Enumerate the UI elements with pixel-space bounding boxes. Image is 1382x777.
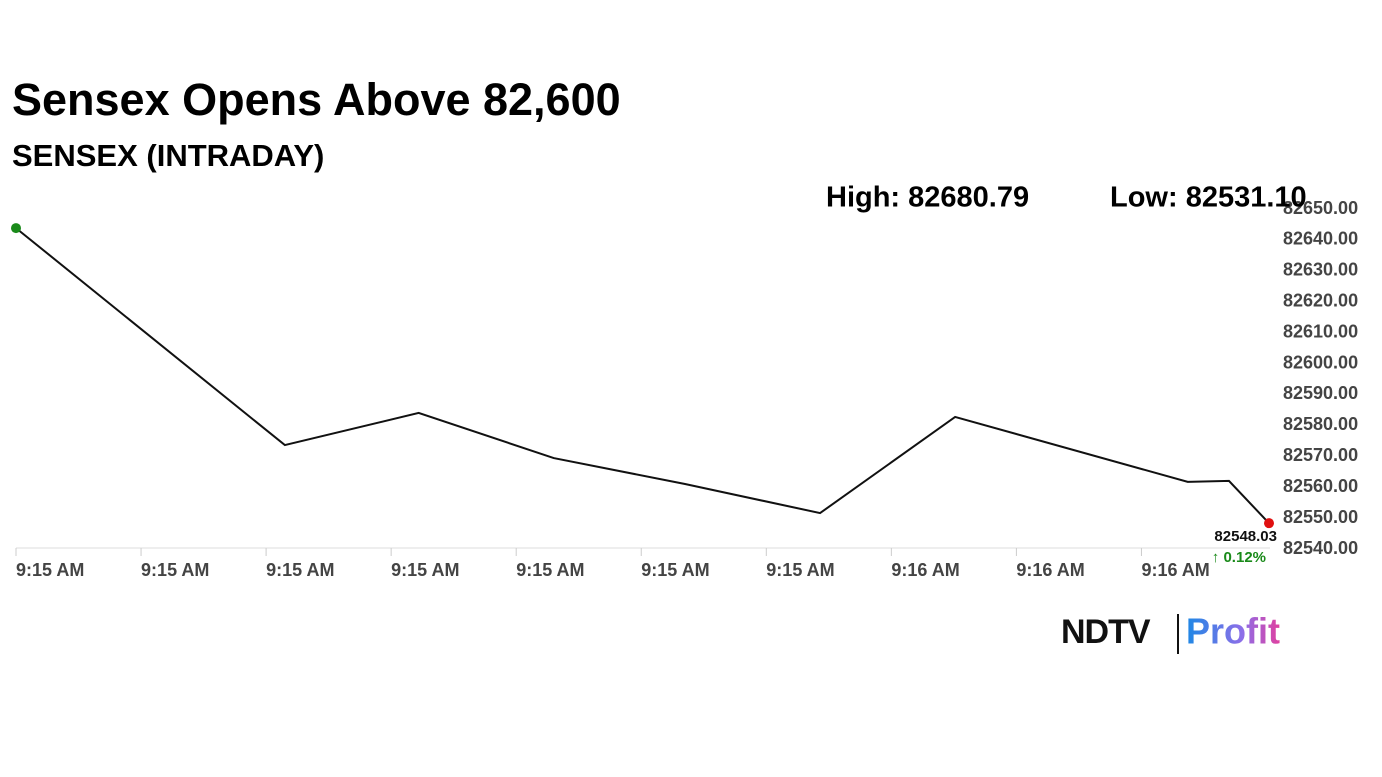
y-tick-label: 82600.00	[1283, 352, 1358, 372]
start-point	[11, 223, 21, 234]
x-tick-label: 9:15 AM	[766, 560, 834, 580]
y-tick-label: 82540.00	[1283, 538, 1358, 558]
logo-ndtv: NDTV	[1061, 613, 1151, 651]
y-tick-label: 82580.00	[1283, 414, 1358, 434]
y-tick-label: 82640.00	[1283, 229, 1358, 249]
line-series	[15, 227, 1270, 524]
y-tick-label: 82630.00	[1283, 260, 1358, 280]
low-label: Low: 82531.10	[1110, 182, 1307, 214]
x-tick-label: 9:15 AM	[391, 560, 459, 580]
chart-title: Sensex Opens Above 82,600	[12, 74, 621, 125]
plot-area: 82540.00 82550.00 82560.00 82570.00 82580.00…	[11, 198, 1358, 580]
high-label: High: 82680.79	[826, 182, 1029, 214]
x-tick-label: 9:15 AM	[266, 560, 334, 580]
y-tick-label: 82620.00	[1283, 290, 1358, 310]
x-tick-label: 9:16 AM	[891, 560, 959, 580]
x-tick-label: 9:15 AM	[16, 560, 84, 580]
logo: NDTV Profit	[1061, 611, 1280, 654]
x-tick-label: 9:15 AM	[516, 560, 584, 580]
y-tick-label: 82610.00	[1283, 321, 1358, 341]
y-tick-label: 82590.00	[1283, 383, 1358, 403]
x-tick-label: 9:16 AM	[1141, 560, 1209, 580]
x-tick-label: 9:16 AM	[1016, 560, 1084, 580]
y-tick-label: 82650.00	[1283, 198, 1358, 218]
y-tick-label: 82570.00	[1283, 445, 1358, 465]
x-tick-label: 9:15 AM	[141, 560, 209, 580]
y-tick-label: 82550.00	[1283, 507, 1358, 527]
change-label: ↑ 0.12%	[1212, 549, 1266, 566]
end-point	[1264, 518, 1274, 529]
logo-profit: Profit	[1186, 611, 1280, 652]
y-tick-label: 82560.00	[1283, 476, 1358, 496]
x-tick-label: 9:15 AM	[641, 560, 709, 580]
chart-subtitle: SENSEX (INTRADAY)	[12, 138, 324, 173]
last-value-label: 82548.03	[1214, 528, 1277, 545]
